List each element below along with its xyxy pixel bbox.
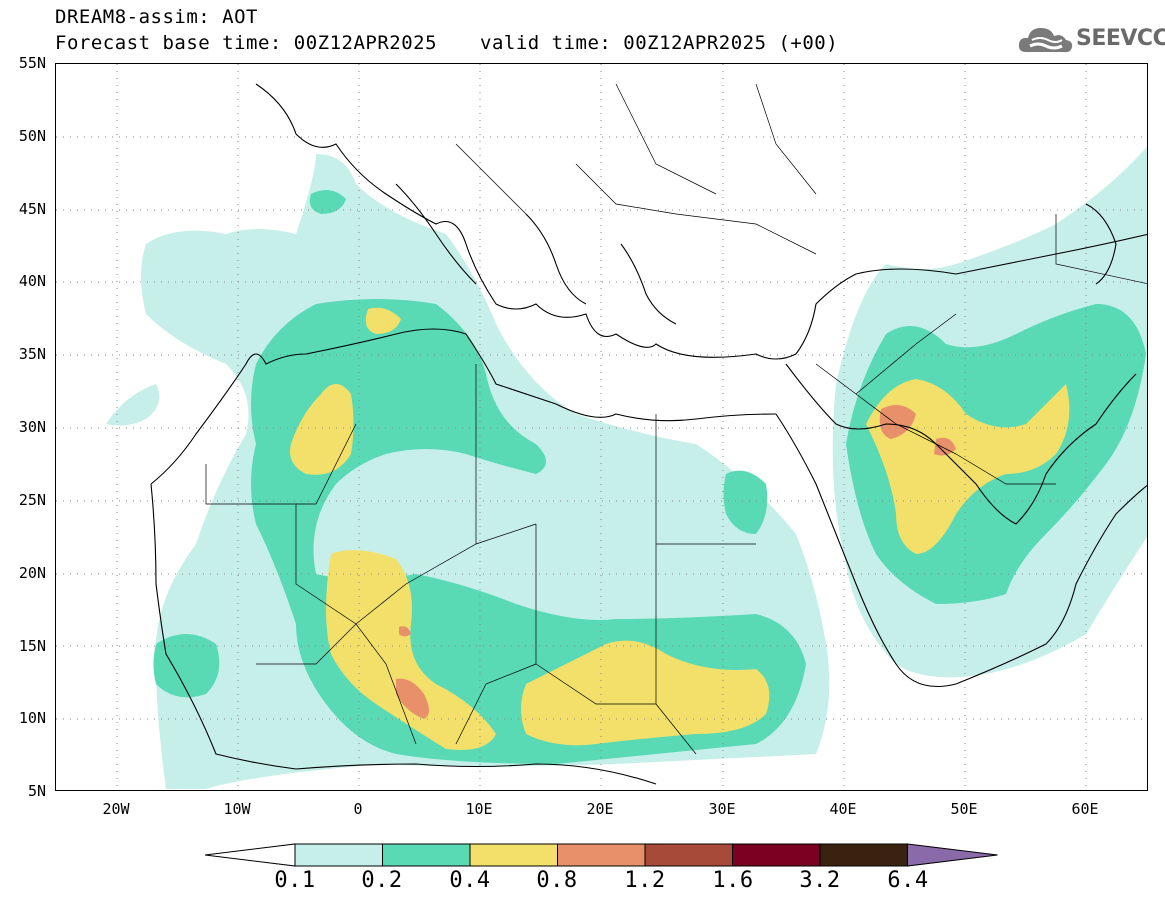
lon-label: 30E — [708, 800, 736, 818]
coastlines — [150, 83, 1147, 785]
colorbar-cells — [205, 843, 998, 867]
colorbar-label: 3.2 — [799, 868, 841, 893]
aot-level-yellow — [866, 379, 1070, 554]
valid-time: valid time: 00Z12APR2025 (+00) — [480, 32, 839, 54]
aot-map — [56, 64, 1147, 790]
aot-level-green — [153, 634, 220, 698]
base-time-text: Forecast base time: 00Z12APR2025 — [55, 32, 438, 54]
aot-level-light-cyan — [106, 384, 160, 426]
colorbar-label: 0.4 — [449, 868, 491, 893]
lat-label: 55N — [18, 54, 46, 72]
lon-label: 20E — [586, 800, 614, 818]
lat-label: 20N — [18, 564, 46, 582]
colorbar-min-arrow — [205, 843, 296, 867]
aot-level-yellow — [290, 384, 354, 475]
cloud-icon — [1018, 28, 1073, 53]
lat-label: 10N — [18, 709, 46, 727]
aot-level-orange — [399, 626, 411, 637]
colorbar-cell — [557, 843, 646, 867]
forecast-base-time: Forecast base time: 00Z12APR2025 valid ti… — [55, 32, 838, 54]
country-borders — [205, 83, 1147, 755]
aot-shading — [106, 146, 1147, 789]
aot-level-orange — [396, 678, 429, 719]
lat-label: 5N — [27, 782, 46, 800]
lat-label: 45N — [18, 200, 46, 218]
lat-label: 30N — [18, 418, 46, 436]
lat-label: 35N — [18, 345, 46, 363]
colorbar-label: 0.2 — [361, 868, 403, 893]
colorbar-cell — [819, 843, 908, 867]
lat-label: 15N — [18, 637, 46, 655]
logo-text: SEEVCCC — [1076, 26, 1165, 51]
colorbar-cell — [382, 843, 471, 867]
colorbar-label: 0.1 — [274, 868, 316, 893]
colorbar-label: 1.6 — [712, 868, 754, 893]
chart-title: DREAM8-assim: AOT — [55, 6, 258, 28]
colorbar-label: 0.8 — [536, 868, 578, 893]
aot-level-orange — [879, 405, 916, 439]
lon-label: 20W — [102, 800, 130, 818]
colorbar — [205, 843, 998, 867]
lon-label: 0 — [353, 800, 363, 818]
colorbar-cell — [294, 843, 383, 867]
lon-label: 60E — [1071, 800, 1099, 818]
lon-label: 10E — [465, 800, 493, 818]
grid-lines — [56, 64, 1147, 790]
lon-label: 40E — [829, 800, 857, 818]
map-panel — [55, 63, 1148, 791]
lat-label: 50N — [18, 127, 46, 145]
aot-level-yellow — [326, 550, 496, 750]
colorbar-cell — [469, 843, 558, 867]
colorbar-label: 1.2 — [624, 868, 666, 893]
lat-label: 25N — [18, 491, 46, 509]
seevccc-logo: SEEVCCC — [1016, 22, 1165, 58]
colorbar-label: 6.4 — [887, 868, 929, 893]
aot-level-yellow — [365, 307, 401, 334]
colorbar-cell — [732, 843, 821, 867]
colorbar-max-arrow — [907, 843, 998, 867]
aot-level-green — [723, 470, 768, 534]
lon-label: 10W — [223, 800, 251, 818]
lat-label: 40N — [18, 272, 46, 290]
colorbar-cell — [644, 843, 733, 867]
lon-label: 50E — [950, 800, 978, 818]
aot-level-green — [309, 190, 346, 214]
